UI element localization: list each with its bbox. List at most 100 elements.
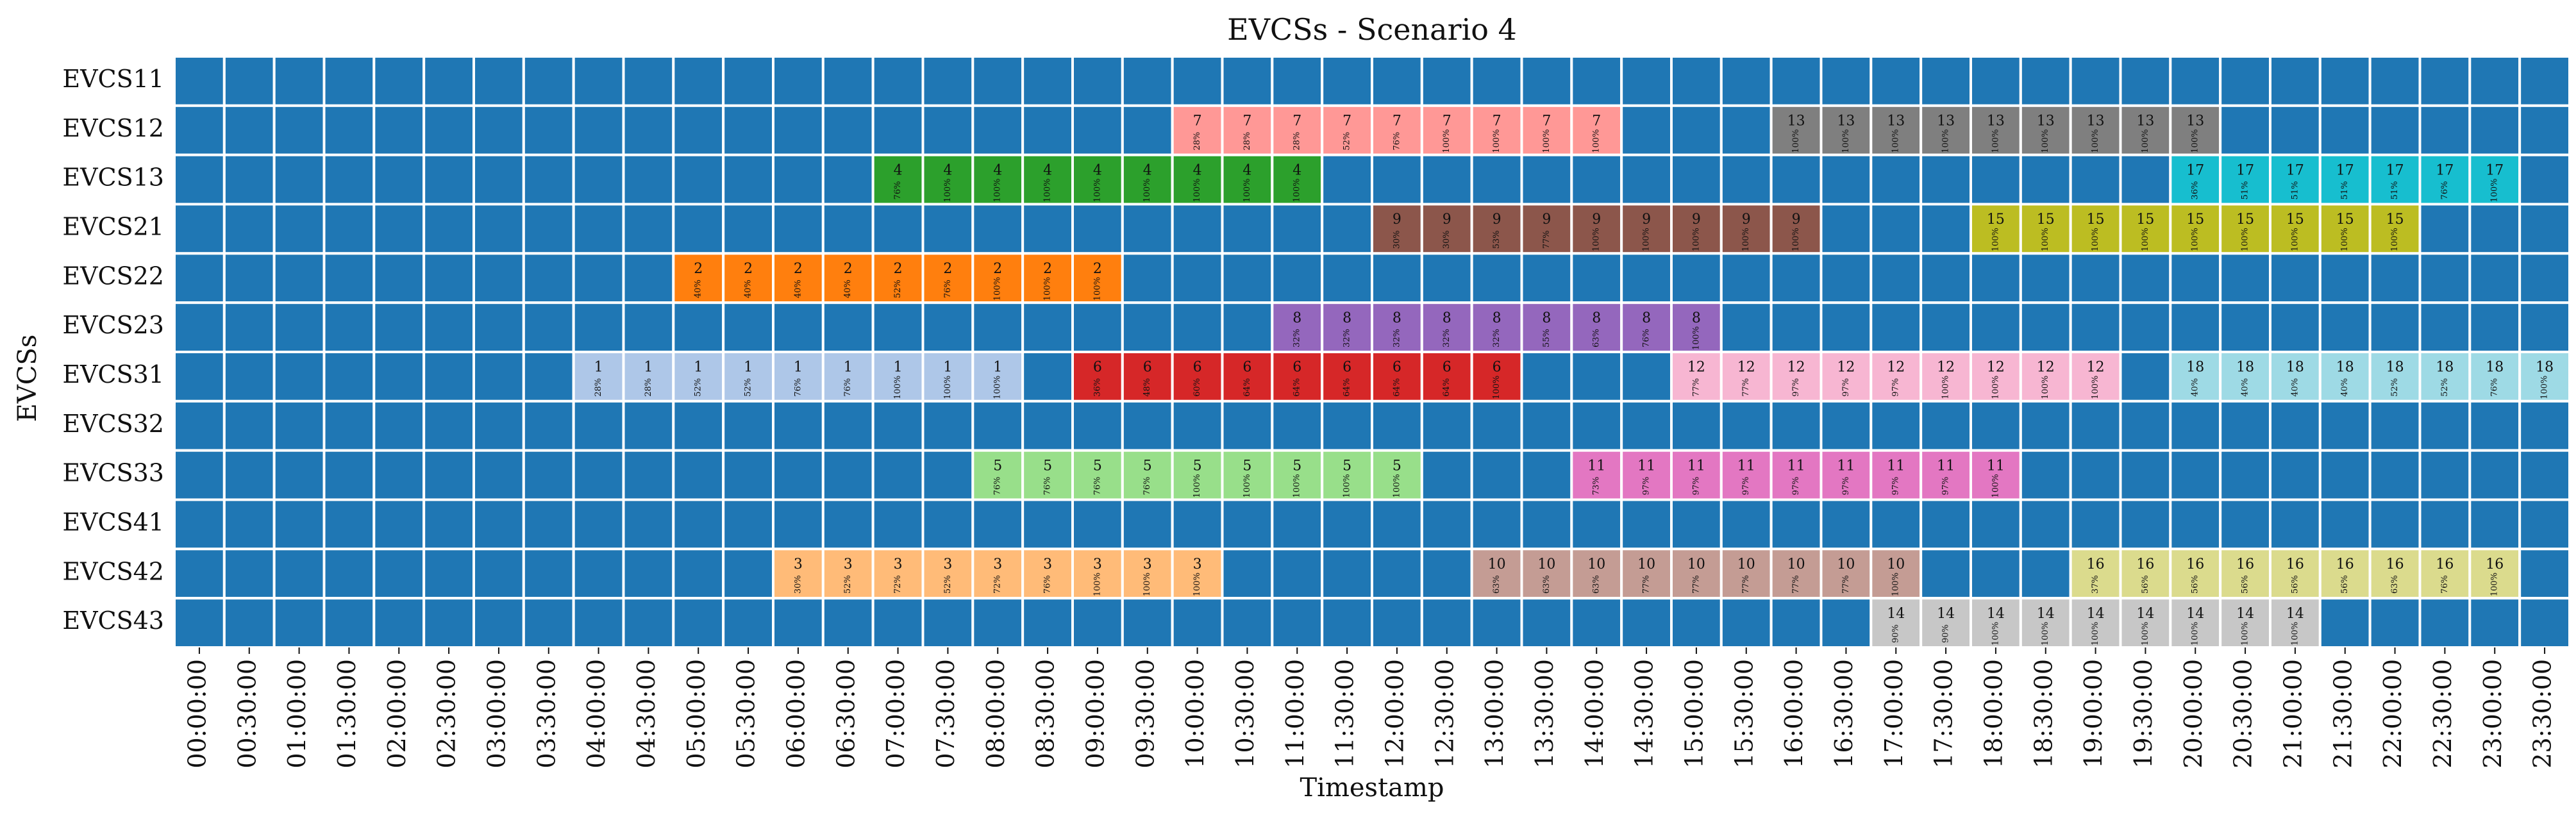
empty-cell: [971, 498, 1025, 551]
ev-id-label: 6: [1443, 360, 1451, 376]
soc-label: 100%: [1991, 622, 2000, 646]
soc-label: 100%: [2490, 178, 2500, 202]
empty-cell: [372, 498, 426, 551]
empty-cell: [1420, 498, 1473, 551]
empty-cell: [821, 104, 874, 156]
empty-cell: [921, 203, 974, 255]
empty-cell: [772, 153, 824, 206]
empty-cell: [1919, 498, 1972, 551]
session-cell: [921, 547, 974, 600]
soc-label: 52%: [2440, 378, 2450, 397]
empty-cell: [1021, 55, 1075, 107]
session-cell: [821, 252, 874, 305]
empty-cell: [522, 597, 575, 649]
empty-cell: [2518, 498, 2571, 551]
x-tick-label: 20:30:00: [2229, 659, 2257, 769]
session-cell: [871, 547, 924, 600]
empty-cell: [1420, 547, 1473, 600]
empty-cell: [173, 153, 226, 206]
session-cell: [1620, 449, 1673, 501]
empty-cell: [1271, 498, 1324, 551]
empty-cell: [1769, 55, 1823, 107]
soc-label: 64%: [1392, 378, 1401, 397]
empty-cell: [1221, 597, 1274, 649]
ev-id-label: 12: [1737, 360, 1755, 376]
session-cell: [1919, 449, 1972, 501]
empty-cell: [272, 498, 326, 551]
empty-cell: [871, 597, 924, 649]
session-cell: [2318, 203, 2371, 255]
empty-cell: [1919, 547, 1972, 600]
empty-cell: [2518, 547, 2571, 600]
empty-cell: [1769, 498, 1823, 551]
empty-cell: [2119, 351, 2172, 403]
empty-cell: [921, 449, 974, 501]
empty-cell: [622, 252, 675, 305]
empty-cell: [372, 153, 426, 206]
ev-id-label: 3: [894, 556, 903, 572]
ev-id-label: 18: [2536, 360, 2554, 376]
empty-cell: [222, 498, 276, 551]
soc-label: 100%: [2241, 622, 2250, 646]
x-tick-label: 18:30:00: [2029, 659, 2057, 769]
ev-id-label: 2: [993, 261, 1002, 277]
empty-cell: [622, 153, 675, 206]
empty-cell: [821, 153, 874, 206]
soc-label: 64%: [1342, 378, 1352, 397]
soc-label: 55%: [1542, 329, 1551, 347]
x-tick-label: 15:00:00: [1680, 659, 1708, 769]
ev-id-label: 4: [1143, 162, 1152, 178]
ev-id-label: 10: [1537, 556, 1555, 572]
empty-cell: [1919, 399, 1972, 452]
ev-id-label: 1: [894, 360, 903, 376]
session-cell: [2418, 547, 2471, 600]
x-tick-label: 12:00:00: [1380, 659, 1409, 769]
ev-id-label: 13: [2186, 113, 2204, 129]
soc-label: 64%: [1292, 378, 1302, 397]
empty-cell: [1570, 55, 1623, 107]
empty-cell: [2518, 203, 2571, 255]
empty-cell: [1620, 399, 1673, 452]
ev-id-label: 17: [2386, 162, 2404, 178]
x-tick-label: 21:30:00: [2329, 659, 2357, 769]
session-cell: [772, 252, 824, 305]
ev-id-label: 7: [1592, 113, 1601, 129]
empty-cell: [272, 203, 326, 255]
ev-id-label: 16: [2236, 556, 2254, 572]
ev-id-label: 4: [894, 162, 903, 178]
x-tick-label: 01:30:00: [333, 659, 361, 769]
empty-cell: [1321, 252, 1373, 305]
ev-id-label: 11: [1887, 458, 1905, 474]
session-cell: [2219, 351, 2271, 403]
x-tick-label: 08:00:00: [982, 659, 1010, 769]
empty-cell: [322, 351, 376, 403]
empty-cell: [772, 55, 824, 107]
soc-label: 73%: [1592, 477, 1602, 496]
empty-cell: [1620, 597, 1673, 649]
empty-cell: [1121, 55, 1174, 107]
empty-cell: [1221, 547, 1274, 600]
soc-label: 97%: [1691, 477, 1701, 496]
empty-cell: [1221, 301, 1274, 354]
ev-id-label: 17: [2336, 162, 2354, 178]
empty-cell: [1570, 597, 1623, 649]
empty-cell: [2069, 301, 2122, 354]
session-cell: [971, 252, 1025, 305]
empty-cell: [2518, 104, 2571, 156]
soc-label: 64%: [1442, 378, 1451, 397]
soc-label: 100%: [1941, 376, 1951, 399]
empty-cell: [722, 449, 775, 501]
ev-id-label: 1: [993, 360, 1002, 376]
empty-cell: [522, 55, 575, 107]
empty-cell: [2019, 399, 2072, 452]
soc-label: 40%: [793, 280, 803, 298]
soc-label: 100%: [2041, 376, 2050, 399]
soc-label: 100%: [1691, 228, 1701, 251]
empty-cell: [2418, 301, 2471, 354]
empty-cell: [173, 547, 226, 600]
empty-cell: [2219, 104, 2271, 156]
ev-id-label: 4: [1292, 162, 1301, 178]
soc-label: 100%: [1192, 572, 1202, 596]
soc-label: 56%: [2141, 575, 2150, 594]
empty-cell: [1570, 399, 1623, 452]
